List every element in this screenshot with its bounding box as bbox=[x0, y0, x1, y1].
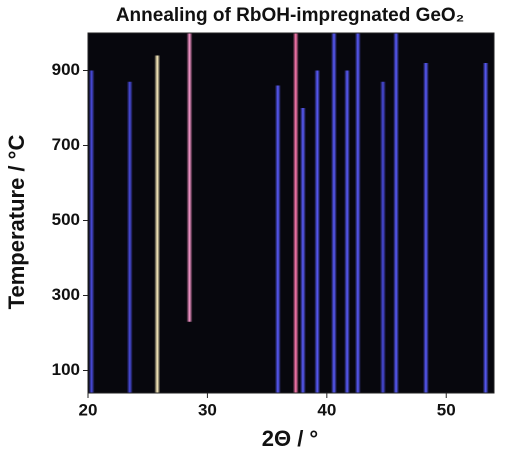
reflection-stripe bbox=[344, 70, 351, 393]
reflection-stripe bbox=[379, 81, 386, 393]
x-tick-label: 40 bbox=[317, 400, 336, 419]
y-tick-label: 100 bbox=[52, 360, 80, 379]
chart-title: Annealing of RbOH-impregnated GeO₂ bbox=[116, 5, 464, 26]
plot-frame bbox=[87, 32, 495, 394]
y-tick-label: 700 bbox=[52, 135, 80, 154]
x-tick-label: 50 bbox=[437, 400, 456, 419]
reflection-stripe bbox=[314, 70, 321, 393]
plot-background bbox=[88, 33, 494, 393]
reflection-stripe bbox=[154, 55, 161, 393]
reflection-stripe bbox=[299, 108, 306, 393]
reflection-stripe bbox=[292, 33, 299, 393]
reflection-stripe bbox=[330, 33, 337, 393]
reflection-stripe bbox=[482, 63, 489, 393]
x-tick-label: 20 bbox=[79, 400, 98, 419]
reflection-stripe bbox=[126, 81, 133, 393]
reflection-stripe bbox=[88, 70, 95, 393]
x-tick-label: 30 bbox=[198, 400, 217, 419]
y-tick-label: 300 bbox=[52, 285, 80, 304]
y-tick-label: 900 bbox=[52, 60, 80, 79]
y-axis-label: Temperature / °C bbox=[4, 135, 29, 310]
y-tick-label: 500 bbox=[52, 210, 80, 229]
reflection-stripe bbox=[274, 85, 281, 393]
reflection-stripe bbox=[393, 33, 400, 393]
reflection-stripe bbox=[422, 63, 429, 393]
reflection-stripe bbox=[354, 33, 361, 393]
x-axis-label: 2Θ / ° bbox=[262, 426, 318, 451]
reflection-stripe bbox=[186, 33, 193, 322]
